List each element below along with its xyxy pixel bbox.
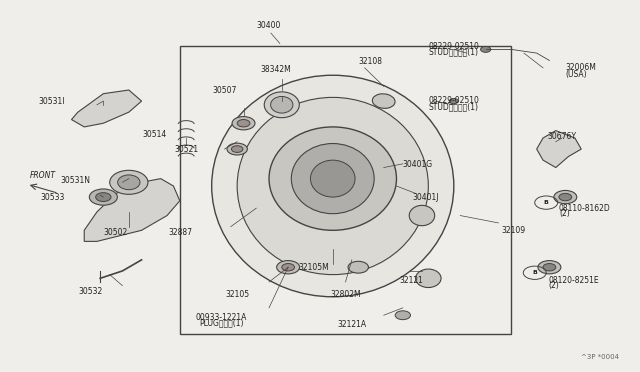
Text: 30514: 30514: [143, 130, 167, 139]
Text: 30400: 30400: [257, 21, 281, 30]
Circle shape: [538, 260, 561, 274]
Polygon shape: [537, 131, 581, 167]
Circle shape: [481, 46, 491, 52]
Circle shape: [282, 263, 294, 271]
Ellipse shape: [291, 144, 374, 214]
Text: 00933-1221A: 00933-1221A: [196, 312, 247, 321]
Circle shape: [395, 311, 410, 320]
Circle shape: [96, 193, 111, 202]
Circle shape: [237, 119, 250, 127]
Text: 30507: 30507: [212, 86, 237, 95]
Text: B: B: [532, 270, 537, 275]
Ellipse shape: [264, 92, 300, 118]
Circle shape: [554, 190, 577, 204]
Text: 38342M: 38342M: [260, 65, 291, 74]
Text: (2): (2): [559, 209, 570, 218]
Text: 32802M: 32802M: [330, 291, 361, 299]
Text: FRONT: FRONT: [30, 171, 56, 180]
Circle shape: [276, 260, 300, 274]
Ellipse shape: [271, 96, 293, 113]
Text: 08120-8251E: 08120-8251E: [548, 276, 599, 285]
Ellipse shape: [269, 127, 396, 230]
Ellipse shape: [212, 75, 454, 297]
Text: 32105: 32105: [225, 291, 249, 299]
Text: ^3P *0004: ^3P *0004: [582, 353, 620, 359]
Text: 32108: 32108: [358, 57, 382, 66]
Text: 30401G: 30401G: [403, 160, 433, 169]
Text: (USA): (USA): [565, 70, 587, 78]
Text: PLUGプラグ(1): PLUGプラグ(1): [199, 318, 243, 327]
Circle shape: [232, 116, 255, 130]
Text: 32887: 32887: [168, 228, 193, 237]
Text: 30521: 30521: [175, 145, 199, 154]
Text: B: B: [544, 200, 548, 205]
Circle shape: [348, 261, 369, 273]
Text: 08229-02510: 08229-02510: [428, 42, 479, 51]
Circle shape: [543, 263, 556, 271]
Ellipse shape: [372, 94, 395, 108]
Text: 30502: 30502: [103, 228, 127, 237]
Circle shape: [559, 193, 572, 201]
Text: 32006M: 32006M: [565, 63, 596, 72]
Circle shape: [90, 189, 117, 205]
Ellipse shape: [118, 175, 140, 190]
Text: 32121A: 32121A: [337, 320, 367, 329]
Text: 30532: 30532: [79, 287, 103, 296]
Ellipse shape: [237, 97, 428, 275]
Ellipse shape: [109, 170, 148, 194]
Polygon shape: [84, 179, 180, 241]
Ellipse shape: [409, 205, 435, 226]
Text: 30531N: 30531N: [61, 176, 91, 185]
Text: 30533: 30533: [41, 193, 65, 202]
Text: (2): (2): [548, 281, 559, 290]
Circle shape: [232, 146, 243, 153]
Text: STUDスタッド(1): STUDスタッド(1): [428, 102, 478, 111]
Text: 08229-02510: 08229-02510: [428, 96, 479, 105]
Ellipse shape: [415, 269, 441, 288]
Text: 30676Y: 30676Y: [548, 132, 577, 141]
Text: 32121: 32121: [399, 276, 424, 285]
Ellipse shape: [310, 160, 355, 197]
Text: 30401J: 30401J: [412, 193, 439, 202]
Polygon shape: [72, 90, 141, 127]
Text: 32109: 32109: [502, 226, 525, 235]
Text: STUDスタッド(1): STUDスタッド(1): [428, 48, 478, 57]
Text: 32105M: 32105M: [298, 263, 329, 272]
Text: 30531I: 30531I: [38, 97, 65, 106]
Circle shape: [449, 99, 458, 104]
Text: 08110-8162D: 08110-8162D: [559, 203, 611, 213]
Circle shape: [227, 143, 247, 155]
